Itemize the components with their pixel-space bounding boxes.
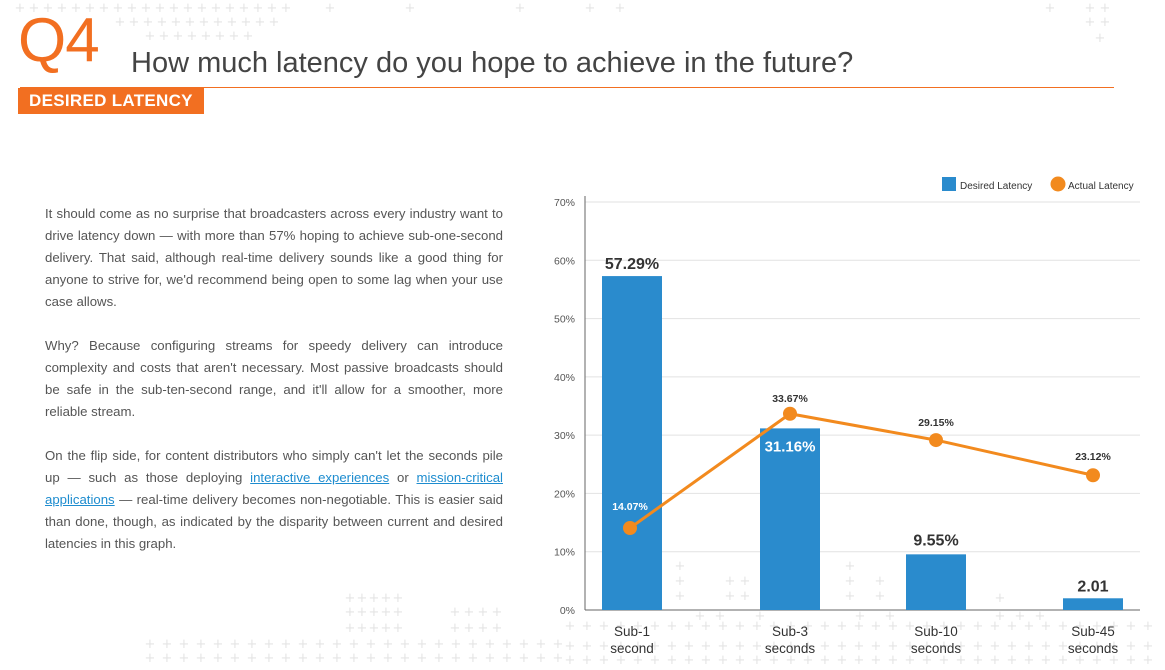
x-tick-label: Sub-3 bbox=[772, 624, 808, 639]
bar-desired-latency bbox=[760, 428, 820, 610]
bar-desired-latency bbox=[602, 276, 662, 610]
line-value-label: 29.15% bbox=[918, 417, 954, 429]
point-actual-latency bbox=[929, 433, 943, 448]
bar-value-label: 57.29% bbox=[605, 256, 659, 273]
section-tag: DESIRED LATENCY bbox=[18, 88, 204, 114]
bar-desired-latency bbox=[1063, 598, 1123, 610]
point-actual-latency bbox=[623, 520, 637, 535]
x-tick-label: seconds bbox=[1068, 641, 1119, 656]
legend-swatch-desired bbox=[942, 177, 956, 191]
legend-label-actual: Actual Latency bbox=[1068, 181, 1134, 192]
interactive-experiences-link[interactable]: interactive experiences bbox=[250, 470, 390, 485]
y-tick-label: 30% bbox=[554, 430, 575, 442]
header-divider bbox=[20, 87, 1114, 88]
line-value-label: 23.12% bbox=[1075, 451, 1111, 463]
x-tick-label: seconds bbox=[765, 641, 816, 656]
paragraph-3-text-a: On the flip side, for content distributo… bbox=[45, 448, 503, 485]
line-value-label: 33.67% bbox=[772, 393, 808, 405]
mission-critical-applications-link[interactable]: mission-critical applications bbox=[45, 470, 503, 507]
x-tick-label: Sub-1 bbox=[614, 624, 650, 639]
y-tick-label: 20% bbox=[554, 488, 575, 500]
y-tick-label: 0% bbox=[560, 605, 575, 617]
x-tick-label: second bbox=[610, 641, 654, 656]
y-tick-label: 70% bbox=[554, 197, 575, 209]
question-title: How much latency do you hope to achieve … bbox=[131, 47, 854, 79]
y-tick-label: 50% bbox=[554, 314, 575, 326]
paragraph-1: It should come as no surprise that broad… bbox=[45, 206, 503, 309]
legend-swatch-actual bbox=[1050, 176, 1066, 192]
y-tick-label: 60% bbox=[554, 255, 575, 267]
x-tick-label: Sub-10 bbox=[914, 624, 958, 639]
point-actual-latency bbox=[1086, 468, 1100, 483]
bar-value-label: 9.55% bbox=[913, 532, 958, 549]
paragraph-3: On the flip side, for content distributo… bbox=[45, 445, 503, 555]
legend-label-desired: Desired Latency bbox=[960, 181, 1032, 192]
line-actual-latency bbox=[629, 412, 1094, 530]
y-tick-label: 40% bbox=[554, 372, 575, 384]
bar-value-label: 2.01 bbox=[1077, 578, 1108, 595]
bar-value-label: 31.16% bbox=[765, 438, 816, 455]
bar-desired-latency bbox=[906, 554, 966, 610]
paragraph-3-text-c: — real-time delivery becomes non-negotia… bbox=[45, 492, 503, 551]
x-tick-label: Sub-45 bbox=[1071, 624, 1115, 639]
x-tick-label: seconds bbox=[911, 641, 962, 656]
y-tick-label: 10% bbox=[554, 547, 575, 559]
point-actual-latency bbox=[783, 406, 797, 421]
paragraph-3-text-b: or bbox=[389, 470, 417, 485]
body-text: It should come as no surprise that broad… bbox=[45, 203, 503, 577]
paragraph-2: Why? Because configuring streams for spe… bbox=[45, 338, 503, 419]
question-number: Q4 bbox=[18, 6, 100, 75]
line-value-label: 14.07% bbox=[612, 501, 648, 513]
